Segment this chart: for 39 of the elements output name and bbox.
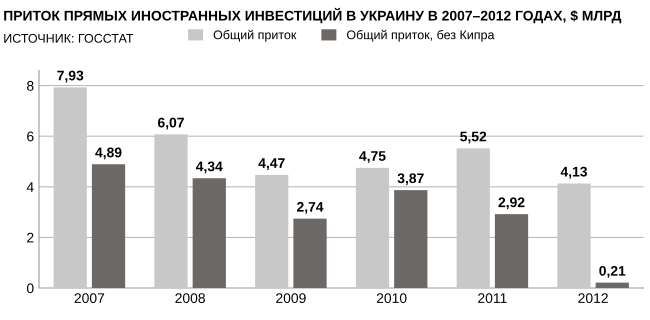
text: 4,75 (359, 151, 386, 163)
text: 2,74 (296, 202, 324, 214)
text: 4,34 (196, 161, 223, 174)
text: 4,13 (560, 166, 587, 179)
bar (192, 178, 226, 288)
text: 7,93 (57, 70, 84, 82)
bar (255, 174, 288, 288)
text: 2,92 (498, 197, 524, 210)
y-tick-label: 6 (27, 132, 34, 142)
y-tick-label: 2 (27, 232, 34, 242)
x-tick-label: 2010 (376, 293, 407, 304)
text: 4,89 (95, 148, 122, 160)
x-tick-label: 2012 (578, 293, 608, 304)
chart-title: ПРИТОК ПРЯМЫХ ИНОСТРАННЫХ ИНВЕСТИЦИЙ В УКРАИНУ В 2007–2012 ГОДАХ, $ МЛРД (4, 8, 622, 24)
legend-label: Общий приток, без Кипра (346, 30, 494, 42)
bar (154, 134, 188, 288)
text: 5,52 (460, 132, 486, 144)
x-tick-label: 2007 (74, 293, 104, 304)
x-tick-label: 2011 (478, 293, 507, 304)
bar (596, 282, 629, 288)
bar (494, 214, 528, 288)
y-tick-label: 4 (26, 182, 34, 192)
y-tick-label: 8 (27, 80, 34, 91)
text: ИСТОЧНИК: ГОССТАТ (4, 34, 134, 43)
text: 4,47 (258, 158, 285, 170)
bar (92, 164, 126, 288)
text: 0,21 (599, 266, 626, 278)
text: 6,07 (158, 118, 184, 130)
legend-label: Общий приток (214, 30, 296, 42)
bar (394, 190, 428, 288)
bar (356, 168, 390, 288)
x-tick-label: 2008 (175, 293, 205, 304)
bar (54, 87, 87, 288)
bar (456, 148, 490, 288)
bar (293, 218, 327, 288)
text: 3,87 (398, 173, 424, 186)
y-tick-label: 0 (26, 283, 34, 294)
bar (557, 184, 591, 288)
x-tick-label: 2009 (276, 293, 306, 304)
